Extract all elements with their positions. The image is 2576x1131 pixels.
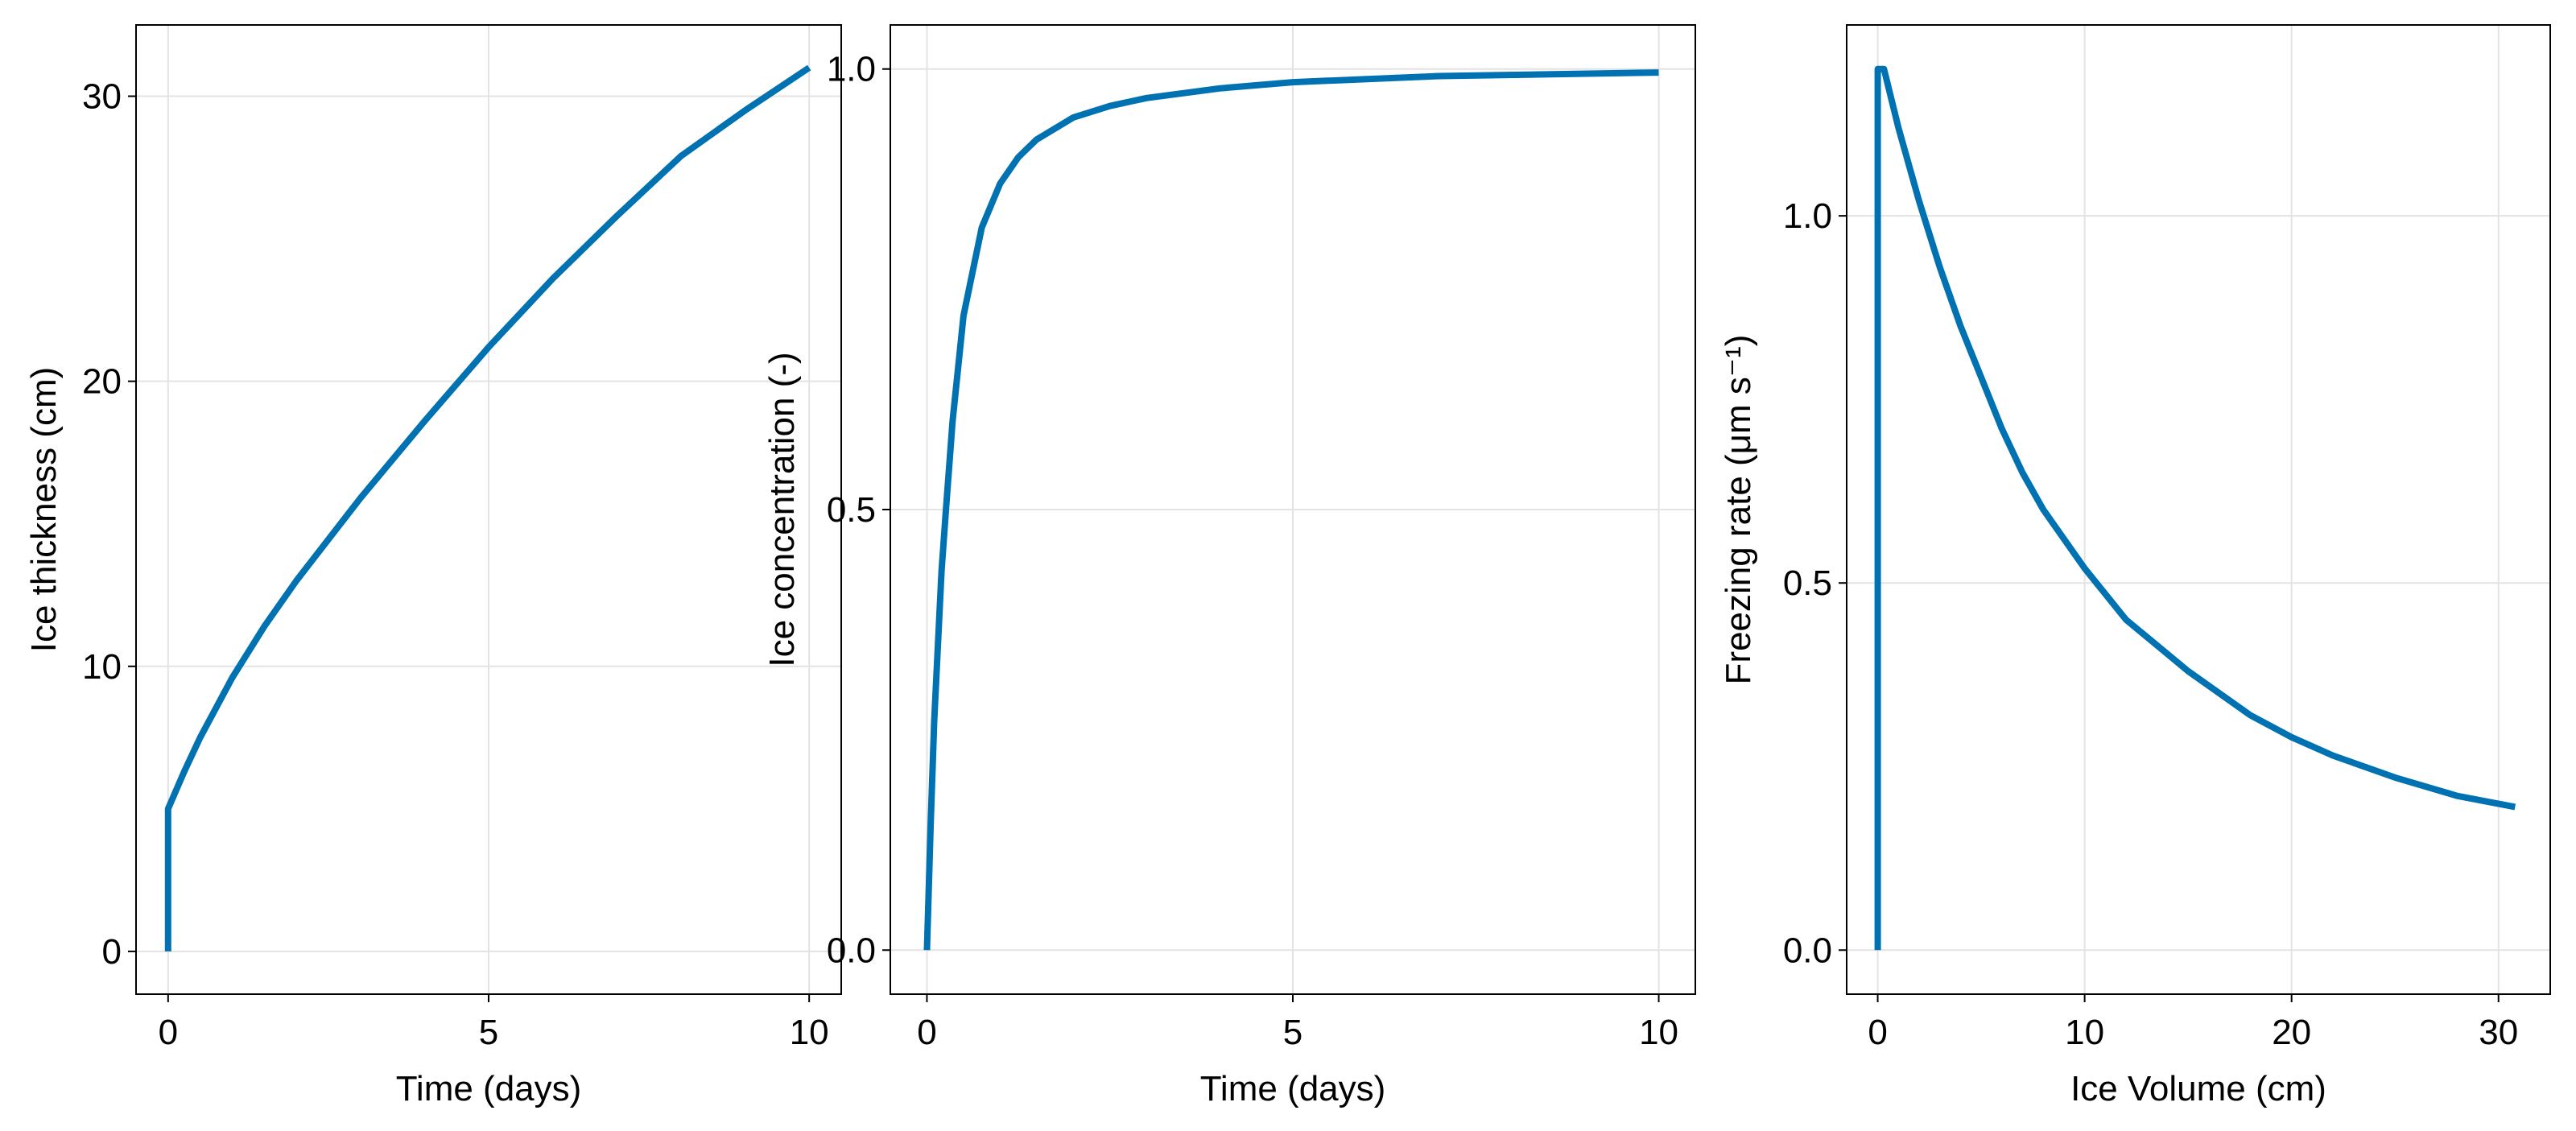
x-axis-label: Time (days) <box>1200 1069 1386 1108</box>
y-axis-label: Freezing rate (μm s⁻¹) <box>1719 335 1758 685</box>
series-line <box>164 64 811 951</box>
axes-frame <box>135 24 842 995</box>
y-tick-label: 0.5 <box>827 490 876 530</box>
x-axis-label: Ice Volume (cm) <box>2070 1069 2326 1108</box>
y-tick-label: 30 <box>82 77 122 117</box>
subplot-1: 0 5 10 0 10 20 30 Time (days) Ice thickness (cm) <box>24 24 842 1108</box>
x-tick-label: 0 <box>1868 1013 1887 1052</box>
x-tick-label: 10 <box>1639 1013 1678 1052</box>
axes-frame <box>1846 24 2551 995</box>
y-tick-label: 0.5 <box>1783 563 1832 603</box>
y-tick-label: 1.0 <box>827 50 876 89</box>
subplot-2: 0 5 10 0.0 0.5 1.0 Time (days) Ice concentratio… <box>762 24 1696 1108</box>
axes-frame <box>890 24 1696 995</box>
x-tick-label: 5 <box>479 1013 498 1052</box>
y-axis-label: Ice thickness (cm) <box>24 367 64 653</box>
subplot-3: 0 10 20 30 0.0 0.5 1.0 Ice Volume (cm) Freezing … <box>1719 24 2551 1108</box>
x-tick-label: 10 <box>790 1013 829 1052</box>
series-line <box>923 69 1659 951</box>
x-axis-label: Time (days) <box>396 1069 582 1108</box>
y-tick-label: 0 <box>102 932 122 972</box>
y-tick-label: 1.0 <box>1783 196 1832 236</box>
y-tick-label: 0.0 <box>827 931 876 970</box>
y-tick-label: 10 <box>82 647 122 687</box>
x-tick-label: 0 <box>159 1013 178 1052</box>
y-tick-label: 0.0 <box>1783 931 1832 970</box>
x-tick-label: 0 <box>917 1013 936 1052</box>
x-tick-label: 30 <box>2479 1013 2518 1052</box>
x-tick-label: 10 <box>2065 1013 2104 1052</box>
y-tick-label: 20 <box>82 362 122 402</box>
x-tick-label: 5 <box>1283 1013 1302 1052</box>
series-line <box>1874 65 2516 951</box>
x-tick-label: 20 <box>2272 1013 2311 1052</box>
y-axis-label: Ice concentration (-) <box>762 352 802 667</box>
